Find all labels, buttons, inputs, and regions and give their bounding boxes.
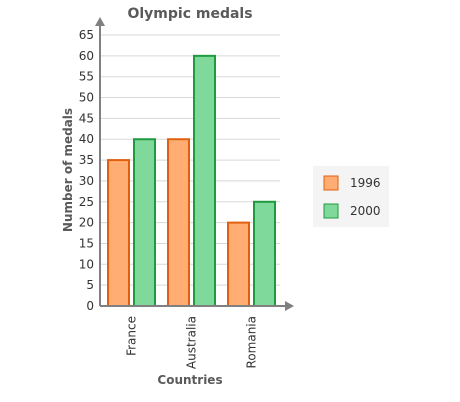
- y-tick-label: 55: [79, 70, 94, 84]
- y-axis-title: Number of medals: [61, 108, 75, 232]
- x-axis-arrow: [285, 301, 294, 311]
- y-tick-label: 35: [79, 153, 94, 167]
- y-tick-label: 60: [79, 49, 94, 63]
- y-tick-label: 65: [79, 28, 94, 42]
- x-tick-label: Australia: [185, 316, 199, 369]
- y-tick-label: 15: [79, 236, 94, 250]
- x-tick-label: France: [125, 316, 139, 356]
- chart-title: Olympic medals: [127, 6, 252, 22]
- x-axis-title: Countries: [157, 373, 222, 387]
- legend-label: 1996: [350, 176, 381, 190]
- bar-1996-romania: [227, 221, 250, 307]
- bar-2000-romania: [253, 200, 276, 307]
- y-tick-label: 30: [79, 174, 94, 188]
- y-tick-label: 10: [79, 257, 94, 271]
- bar-1996-france: [107, 159, 130, 307]
- x-tick-labels: France Australia Romania: [125, 316, 259, 369]
- y-tick-labels: 0 5 10 15 20 25 30 35 40 45 50 55 60 65: [79, 28, 94, 313]
- y-tick-label: 50: [79, 91, 94, 105]
- y-tick-label: 25: [79, 195, 94, 209]
- x-tick-label: Romania: [245, 316, 259, 368]
- bar-2000-australia: [193, 54, 216, 307]
- axes: [95, 17, 294, 311]
- legend-label: 2000: [350, 204, 381, 218]
- legend: 1996 2000: [313, 166, 389, 227]
- bars: [107, 54, 276, 307]
- bar-2000-france: [133, 138, 156, 307]
- y-tick-label: 40: [79, 132, 94, 146]
- legend-swatch: [323, 175, 339, 191]
- y-tick-label: 20: [79, 216, 94, 230]
- legend-swatch: [323, 203, 339, 219]
- y-tick-label: 45: [79, 111, 94, 125]
- y-tick-label: 0: [86, 299, 94, 313]
- bar-1996-australia: [167, 138, 190, 307]
- y-axis-arrow: [95, 17, 105, 26]
- y-tick-label: 5: [86, 278, 94, 292]
